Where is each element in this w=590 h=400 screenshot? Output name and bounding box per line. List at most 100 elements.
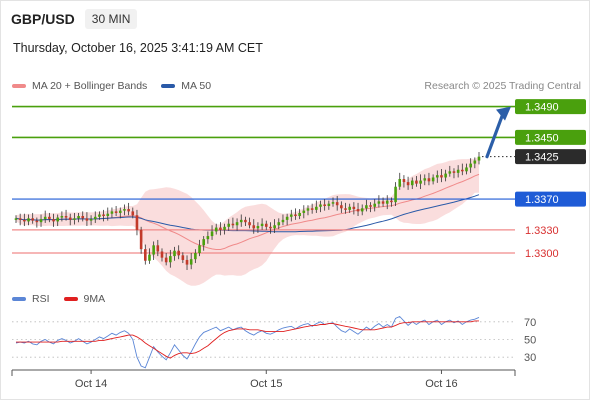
candle-body bbox=[185, 259, 189, 265]
candle-body bbox=[285, 216, 289, 220]
candle bbox=[73, 212, 76, 225]
candle bbox=[185, 255, 189, 270]
candle bbox=[444, 169, 447, 182]
candle-body bbox=[214, 227, 218, 232]
candle-body bbox=[410, 180, 414, 186]
candle-body bbox=[381, 201, 385, 204]
candle-body bbox=[348, 206, 351, 210]
level-tag-resistance bbox=[515, 99, 586, 115]
candle bbox=[360, 204, 364, 216]
level-label-resistance: 1.3490 bbox=[525, 102, 559, 114]
candle-body bbox=[435, 175, 439, 178]
candle-body bbox=[398, 179, 402, 187]
legend-label-ma20: MA 20 + Bollinger Bands bbox=[32, 80, 148, 92]
candle bbox=[260, 218, 264, 230]
candle-body bbox=[323, 204, 326, 206]
candle-body bbox=[39, 219, 43, 223]
candle bbox=[106, 207, 110, 221]
candle-body bbox=[423, 178, 427, 181]
candle-body bbox=[77, 216, 80, 219]
legend-label-rsi: RSI bbox=[32, 293, 50, 305]
candle bbox=[281, 214, 285, 226]
candle bbox=[123, 204, 126, 216]
candle bbox=[385, 195, 389, 210]
candle bbox=[402, 175, 406, 188]
candle bbox=[331, 197, 335, 207]
candle-body bbox=[289, 214, 293, 217]
candle-body bbox=[256, 226, 260, 229]
candle-body bbox=[64, 216, 68, 218]
candle bbox=[135, 209, 139, 236]
candle-body bbox=[252, 225, 256, 229]
legend-item-ma50: MA 50 bbox=[161, 80, 211, 92]
candle-body bbox=[160, 251, 164, 258]
level-tag-pivot bbox=[515, 191, 586, 207]
candle bbox=[202, 236, 206, 251]
level-tag-current bbox=[515, 149, 586, 165]
rsi-tick-label: 50 bbox=[524, 335, 536, 347]
candle-body bbox=[23, 219, 26, 222]
timeframe-badge[interactable]: 30 MIN bbox=[84, 9, 138, 29]
candle bbox=[456, 165, 460, 178]
candle bbox=[410, 177, 414, 190]
candle-body bbox=[156, 245, 160, 252]
candle bbox=[81, 211, 85, 222]
candle bbox=[127, 202, 130, 216]
level-label-current: 1.3425 bbox=[525, 152, 559, 164]
candle bbox=[173, 246, 176, 261]
candle-body bbox=[294, 214, 297, 217]
candle-body bbox=[385, 200, 389, 204]
candle bbox=[356, 202, 360, 217]
candle bbox=[323, 199, 326, 211]
candle-body bbox=[131, 211, 135, 216]
candle-body bbox=[106, 213, 110, 217]
candle-body bbox=[264, 223, 268, 227]
candle bbox=[398, 172, 402, 190]
candle-body bbox=[452, 171, 456, 173]
legend-label-ma50: MA 50 bbox=[181, 80, 212, 92]
candle-body bbox=[406, 182, 410, 186]
candle-body bbox=[369, 205, 372, 207]
candle bbox=[89, 215, 93, 226]
candle bbox=[298, 209, 301, 220]
chart-header: GBP/USD 30 MIN bbox=[11, 8, 138, 30]
candle-body bbox=[148, 254, 151, 261]
candle bbox=[156, 239, 160, 257]
legend-swatch-ma50 bbox=[161, 84, 176, 88]
candle bbox=[231, 217, 235, 229]
candle bbox=[319, 200, 322, 213]
candle-body bbox=[144, 249, 147, 261]
candle bbox=[377, 195, 381, 208]
candle bbox=[427, 172, 431, 186]
candle-body bbox=[177, 250, 180, 256]
candle-body bbox=[102, 214, 105, 217]
candle bbox=[27, 214, 30, 226]
candle-body bbox=[302, 210, 306, 213]
candle bbox=[440, 169, 443, 183]
candle bbox=[77, 212, 80, 223]
candle-body bbox=[73, 218, 76, 220]
candle-body bbox=[277, 222, 281, 226]
candle-body bbox=[373, 203, 377, 207]
candle bbox=[431, 174, 435, 185]
legend-item-ma20: MA 20 + Bollinger Bands bbox=[12, 80, 147, 92]
candle-body bbox=[281, 219, 285, 223]
level-label-support: 1.3300 bbox=[525, 248, 559, 260]
candle-body bbox=[189, 259, 193, 265]
candle-body bbox=[110, 211, 114, 214]
candle-body bbox=[235, 222, 239, 226]
candle-body bbox=[244, 219, 247, 223]
candle-body bbox=[127, 209, 130, 212]
credit-text: Research © 2025 Trading Central bbox=[424, 80, 581, 92]
candle-body bbox=[402, 179, 406, 183]
candle bbox=[131, 207, 135, 219]
candle bbox=[139, 226, 143, 254]
candle bbox=[35, 217, 39, 228]
candle bbox=[60, 211, 64, 222]
candle bbox=[52, 213, 55, 227]
rsi-tick-label: 30 bbox=[524, 352, 536, 364]
candle-body bbox=[319, 204, 322, 207]
candle-body bbox=[135, 215, 139, 230]
candle-body bbox=[194, 253, 197, 260]
